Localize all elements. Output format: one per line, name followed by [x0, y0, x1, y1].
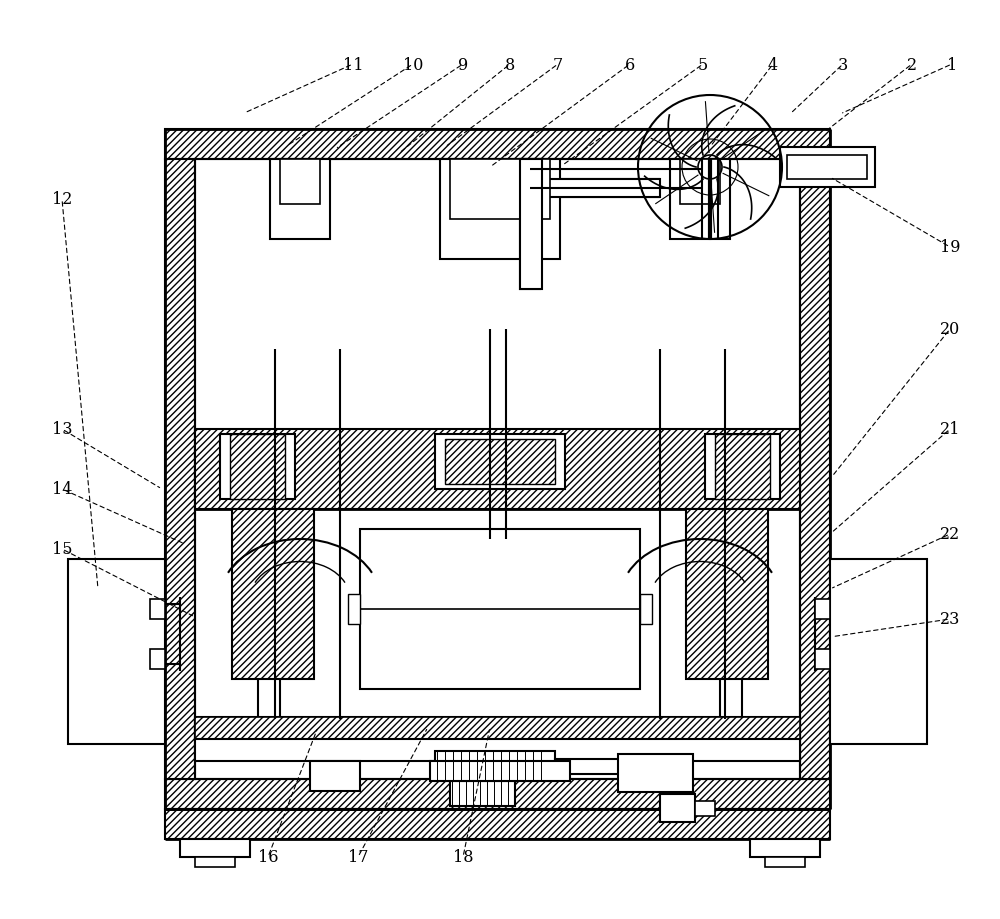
Text: 21: 21: [940, 421, 960, 438]
Bar: [230, 435, 285, 499]
Bar: [640, 761, 690, 791]
Bar: [195, 717, 800, 739]
Text: 20: 20: [940, 321, 960, 338]
Bar: [450, 781, 515, 806]
Bar: [670, 160, 730, 240]
Bar: [195, 429, 800, 509]
Bar: [280, 160, 320, 205]
Bar: [360, 529, 640, 689]
Bar: [815, 599, 830, 619]
Bar: [310, 761, 360, 791]
Text: 22: 22: [940, 526, 960, 543]
Bar: [440, 160, 560, 260]
Bar: [220, 435, 295, 499]
Bar: [348, 595, 360, 624]
Text: 16: 16: [258, 848, 278, 866]
Bar: [450, 160, 550, 220]
Bar: [540, 180, 660, 198]
Bar: [686, 509, 768, 679]
Text: 13: 13: [52, 421, 72, 438]
Text: 6: 6: [625, 56, 635, 74]
Bar: [520, 160, 540, 289]
Bar: [195, 857, 235, 867]
Bar: [232, 509, 314, 679]
Bar: [830, 560, 927, 744]
Bar: [715, 435, 770, 499]
Bar: [787, 156, 867, 180]
Bar: [618, 754, 693, 792]
Bar: [232, 509, 314, 679]
Bar: [640, 595, 652, 624]
Text: 10: 10: [403, 56, 423, 74]
Text: 17: 17: [348, 848, 368, 866]
Bar: [555, 759, 620, 774]
Bar: [520, 160, 542, 289]
Text: 7: 7: [553, 56, 563, 74]
Text: 3: 3: [838, 56, 848, 74]
Bar: [150, 599, 165, 619]
Bar: [435, 435, 565, 490]
Text: 9: 9: [458, 56, 468, 74]
Bar: [705, 435, 780, 499]
Bar: [195, 717, 800, 739]
Text: 15: 15: [52, 541, 72, 558]
Text: 5: 5: [698, 56, 708, 74]
Bar: [165, 160, 195, 779]
Text: 11: 11: [343, 56, 363, 74]
Bar: [695, 801, 715, 816]
Text: 1: 1: [947, 56, 957, 74]
Bar: [180, 839, 250, 857]
Bar: [68, 560, 165, 744]
Text: 12: 12: [52, 191, 72, 209]
Text: 8: 8: [505, 56, 515, 74]
Text: 2: 2: [907, 56, 917, 74]
Bar: [765, 857, 805, 867]
Bar: [165, 779, 830, 809]
Bar: [800, 160, 830, 779]
Bar: [680, 160, 720, 205]
Text: 4: 4: [768, 56, 778, 74]
Bar: [750, 839, 820, 857]
Bar: [430, 761, 570, 781]
Bar: [435, 751, 555, 781]
Text: 23: 23: [940, 611, 960, 628]
Bar: [660, 794, 695, 823]
Bar: [815, 650, 830, 669]
Text: 19: 19: [940, 239, 960, 256]
Bar: [780, 148, 875, 187]
Bar: [165, 809, 830, 839]
Bar: [165, 130, 830, 160]
Bar: [686, 509, 768, 679]
Bar: [445, 439, 555, 484]
Bar: [195, 739, 800, 761]
Text: 14: 14: [52, 481, 72, 498]
Text: 18: 18: [453, 848, 473, 866]
Bar: [150, 650, 165, 669]
Bar: [270, 160, 330, 240]
